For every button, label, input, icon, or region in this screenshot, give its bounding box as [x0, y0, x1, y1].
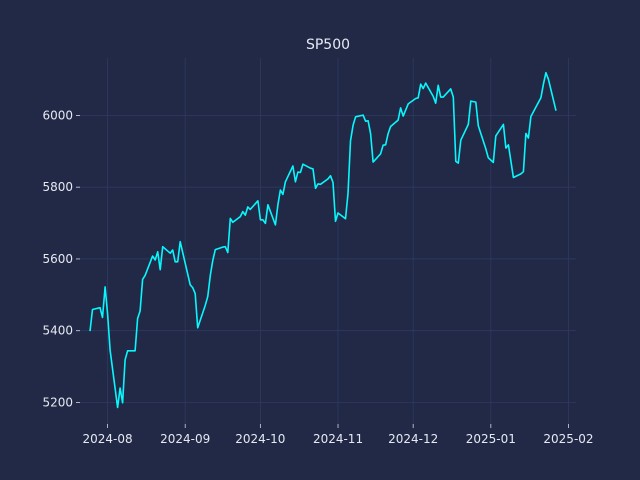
y-tick-label: 5200: [42, 395, 73, 409]
y-tick-label: 6000: [42, 108, 73, 122]
x-tick-label: 2024-08: [82, 432, 132, 446]
y-tick-label: 5400: [42, 324, 73, 338]
x-tick-label: 2025-01: [466, 432, 516, 446]
x-tick-label: 2025-02: [543, 432, 593, 446]
axis-ticks: [76, 115, 569, 428]
x-tick-label: 2024-10: [235, 432, 285, 446]
tick-labels: 5200 5400 5600 5800 6000 2024-08 2024-09 2024-1…: [42, 108, 593, 446]
series-layer: [89, 71, 557, 409]
chart-title: SP500: [306, 37, 350, 53]
series-line: [89, 71, 557, 409]
x-tick-label: 2024-12: [388, 432, 438, 446]
x-tick-label: 2024-09: [160, 432, 210, 446]
grid-lines: [80, 58, 576, 424]
y-tick-label: 5600: [42, 252, 73, 266]
x-tick-label: 2024-11: [313, 432, 363, 446]
y-tick-label: 5800: [42, 180, 73, 194]
